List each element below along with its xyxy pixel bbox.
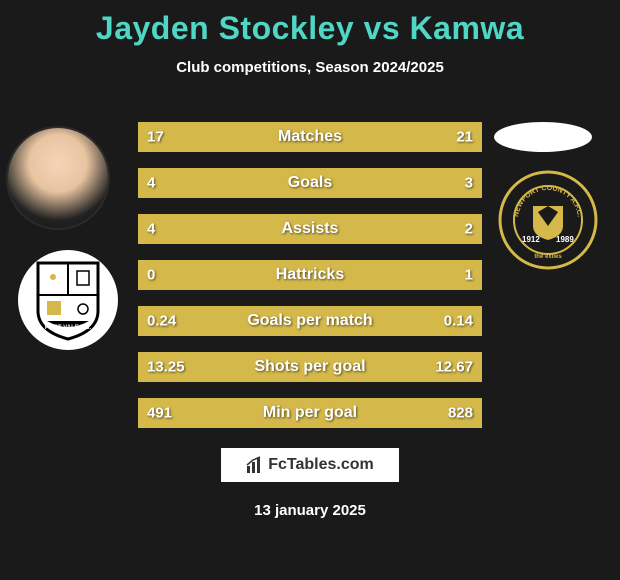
stat-row: Shots per goal13.25 12.67 xyxy=(138,352,482,382)
stat-label: Matches xyxy=(139,128,481,146)
club-crest-left: PORT VALE F.C. xyxy=(18,250,118,350)
stat-label: Hattricks xyxy=(139,266,481,284)
stat-value-right: 0.14 xyxy=(444,313,473,330)
svg-text:1912: 1912 xyxy=(522,235,540,244)
stats-bars-container: Matches1721Goals43Assists42Hattricks01Go… xyxy=(138,122,482,444)
stat-row: Goals per match0.24 0.14 xyxy=(138,306,482,336)
stat-value-left: 17 xyxy=(147,129,164,146)
stat-value-right: 828 xyxy=(448,405,473,422)
stat-value-right: 3 xyxy=(465,175,473,192)
stat-row: Matches17 21 xyxy=(138,122,482,152)
club-crest-right: NEWPORT COUNTY A.F.C. 1912 1989 the exil… xyxy=(498,170,598,270)
stat-value-left: 4 xyxy=(147,175,155,192)
stat-value-right: 1 xyxy=(465,267,473,284)
stat-label: Shots per goal xyxy=(139,358,481,376)
svg-text:PORT VALE F.C.: PORT VALE F.C. xyxy=(45,325,92,331)
page-title: Jayden Stockley vs Kamwa xyxy=(0,0,620,47)
stat-row: Assists4 2 xyxy=(138,214,482,244)
svg-text:1989: 1989 xyxy=(556,235,574,244)
stat-label: Goals xyxy=(139,174,481,192)
subtitle: Club competitions, Season 2024/2025 xyxy=(0,59,620,76)
stat-label: Min per goal xyxy=(139,404,481,422)
stat-row: Hattricks0 1 xyxy=(138,260,482,290)
fctables-label: FcTables.com xyxy=(268,456,374,474)
stat-label: Assists xyxy=(139,220,481,238)
fctables-watermark: FcTables.com xyxy=(221,448,399,482)
stat-row: Min per goal491 828 xyxy=(138,398,482,428)
stat-value-right: 12.67 xyxy=(435,359,473,376)
stat-row: Goals4 3 xyxy=(138,168,482,198)
port-vale-crest-icon: PORT VALE F.C. xyxy=(33,259,103,341)
stat-value-left: 13.25 xyxy=(147,359,185,376)
stat-value-left: 491 xyxy=(147,405,172,422)
player-right-avatar-placeholder xyxy=(494,122,592,152)
stat-value-left: 4 xyxy=(147,221,155,238)
player-left-avatar xyxy=(8,128,108,228)
fctables-logo-icon xyxy=(246,456,264,474)
stat-value-right: 21 xyxy=(456,129,473,146)
newport-county-crest-icon: NEWPORT COUNTY A.F.C. 1912 1989 the exil… xyxy=(498,170,598,270)
stat-label: Goals per match xyxy=(139,312,481,330)
svg-text:the exiles: the exiles xyxy=(534,254,562,260)
stat-value-left: 0 xyxy=(147,267,155,284)
stat-value-right: 2 xyxy=(465,221,473,238)
date-label: 13 january 2025 xyxy=(0,502,620,519)
stat-value-left: 0.24 xyxy=(147,313,176,330)
